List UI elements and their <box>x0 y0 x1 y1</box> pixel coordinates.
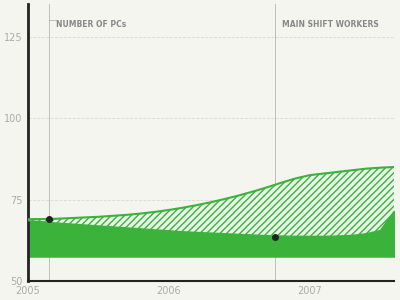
Text: MAIN SHIFT WORKERS: MAIN SHIFT WORKERS <box>282 20 378 29</box>
Text: NUMBER OF PCs: NUMBER OF PCs <box>56 20 126 29</box>
